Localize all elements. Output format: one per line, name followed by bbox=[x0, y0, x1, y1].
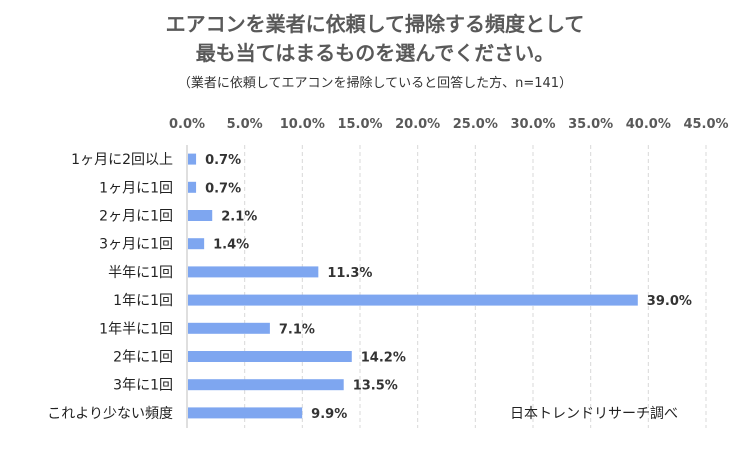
bar bbox=[188, 322, 270, 334]
bar bbox=[188, 351, 352, 362]
bar bbox=[188, 238, 205, 250]
x-tick-label: 0.0% bbox=[169, 117, 205, 132]
x-tick-label: 15.0% bbox=[337, 117, 382, 132]
category-label: 2ヶ月に1回 bbox=[99, 209, 173, 225]
chart-subtitle: （業者に依頼してエアコンを掃除していると回答した方、n=141） bbox=[177, 76, 573, 91]
bar bbox=[188, 266, 319, 278]
chart-title-line-2: 最も当てはまるものを選んでください。 bbox=[195, 41, 555, 65]
x-tick-label: 40.0% bbox=[626, 117, 671, 132]
category-label: 2年に1回 bbox=[113, 350, 173, 366]
data-label: 39.0% bbox=[647, 294, 692, 309]
x-tick-label: 30.0% bbox=[510, 117, 555, 132]
data-label: 14.2% bbox=[361, 351, 406, 366]
category-label: 3年に1回 bbox=[113, 378, 173, 394]
x-tick-label: 5.0% bbox=[227, 117, 263, 132]
data-label: 13.5% bbox=[353, 379, 398, 394]
x-tick-label: 25.0% bbox=[453, 117, 498, 132]
x-tick-label: 45.0% bbox=[683, 117, 728, 132]
data-label: 2.1% bbox=[221, 210, 257, 225]
bar bbox=[188, 210, 213, 221]
x-tick-label: 10.0% bbox=[280, 117, 325, 132]
data-label: 0.7% bbox=[205, 181, 241, 196]
data-label: 0.7% bbox=[205, 153, 241, 168]
bar bbox=[188, 181, 197, 193]
category-label: 1ヶ月に1回 bbox=[99, 180, 173, 196]
category-label: 1年半に1回 bbox=[99, 321, 173, 337]
bar bbox=[188, 379, 344, 391]
data-label: 7.1% bbox=[279, 322, 315, 337]
category-label: 1年に1回 bbox=[113, 293, 173, 309]
data-label: 9.9% bbox=[311, 407, 347, 422]
category-label: これより少ない頻度 bbox=[47, 406, 173, 422]
x-tick-label: 20.0% bbox=[395, 117, 440, 132]
bar bbox=[188, 153, 197, 165]
bar bbox=[188, 407, 303, 419]
x-tick-label: 35.0% bbox=[568, 117, 613, 132]
source-note: 日本トレンドリサーチ調べ bbox=[510, 406, 678, 422]
data-label: 1.4% bbox=[213, 238, 249, 253]
data-label: 11.3% bbox=[327, 266, 372, 281]
bar bbox=[188, 294, 638, 306]
category-label: 半年に1回 bbox=[108, 265, 173, 281]
category-label: 1ヶ月に2回以上 bbox=[71, 152, 173, 168]
chart-title-line-1: エアコンを業者に依頼して掃除する頻度として bbox=[165, 12, 585, 36]
category-label: 3ヶ月に1回 bbox=[99, 237, 173, 253]
